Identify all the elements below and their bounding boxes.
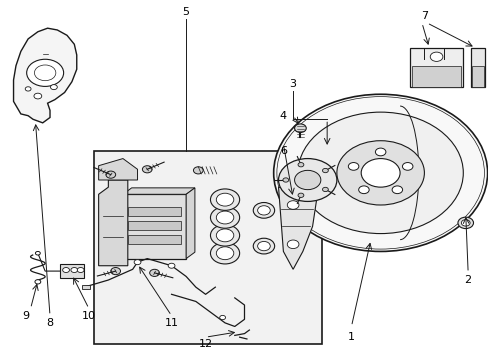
Circle shape	[287, 240, 298, 249]
Circle shape	[216, 229, 233, 242]
Circle shape	[457, 217, 472, 229]
Circle shape	[50, 85, 57, 90]
Polygon shape	[471, 66, 483, 87]
Circle shape	[273, 94, 487, 251]
Circle shape	[297, 193, 303, 197]
Polygon shape	[122, 194, 186, 258]
Circle shape	[257, 242, 270, 251]
Circle shape	[402, 162, 412, 170]
Circle shape	[71, 267, 78, 273]
Circle shape	[77, 267, 84, 273]
Text: 4: 4	[279, 111, 286, 121]
Polygon shape	[99, 158, 137, 180]
Polygon shape	[14, 28, 77, 123]
Circle shape	[35, 251, 40, 255]
Polygon shape	[122, 188, 195, 194]
Bar	[81, 285, 90, 289]
Circle shape	[322, 168, 327, 173]
Polygon shape	[186, 188, 195, 258]
Circle shape	[297, 112, 462, 234]
Polygon shape	[469, 48, 484, 87]
Circle shape	[253, 203, 274, 218]
Circle shape	[257, 206, 270, 215]
Circle shape	[134, 260, 141, 265]
Text: 1: 1	[347, 332, 354, 342]
Circle shape	[210, 207, 239, 228]
Polygon shape	[411, 66, 460, 87]
Circle shape	[358, 186, 368, 194]
Text: 3: 3	[289, 78, 296, 89]
Circle shape	[111, 267, 120, 275]
Circle shape	[210, 189, 239, 210]
Circle shape	[294, 170, 320, 190]
Circle shape	[210, 225, 239, 246]
Circle shape	[336, 141, 424, 205]
Circle shape	[34, 65, 56, 81]
Text: 10: 10	[82, 311, 96, 321]
Bar	[127, 221, 181, 230]
Circle shape	[278, 158, 336, 202]
Text: 5: 5	[183, 7, 189, 17]
Bar	[127, 207, 181, 216]
Text: 6: 6	[279, 147, 286, 157]
Circle shape	[193, 167, 203, 174]
Circle shape	[219, 315, 225, 320]
Circle shape	[294, 124, 305, 132]
Circle shape	[375, 148, 385, 156]
Circle shape	[283, 178, 288, 182]
Text: 9: 9	[22, 311, 29, 321]
Circle shape	[460, 220, 469, 226]
Circle shape	[25, 87, 31, 91]
Circle shape	[168, 263, 175, 268]
Bar	[127, 235, 181, 244]
Circle shape	[27, 59, 63, 86]
Bar	[94, 152, 322, 344]
Circle shape	[297, 163, 303, 167]
Circle shape	[287, 201, 298, 209]
Circle shape	[322, 187, 327, 192]
Circle shape	[34, 93, 41, 99]
Circle shape	[106, 171, 116, 178]
Circle shape	[361, 158, 399, 187]
Text: 2: 2	[464, 275, 471, 285]
Circle shape	[216, 193, 233, 206]
Polygon shape	[409, 48, 462, 87]
Polygon shape	[278, 187, 317, 269]
Bar	[60, 264, 84, 278]
Text: 12: 12	[198, 339, 212, 349]
Circle shape	[216, 247, 233, 260]
Circle shape	[391, 186, 402, 194]
Circle shape	[253, 238, 274, 254]
Circle shape	[429, 52, 442, 62]
Circle shape	[210, 243, 239, 264]
Text: 7: 7	[420, 11, 427, 21]
Circle shape	[35, 280, 41, 284]
Circle shape	[216, 211, 233, 224]
Text: 11: 11	[164, 318, 178, 328]
Text: 8: 8	[46, 318, 54, 328]
Circle shape	[142, 166, 152, 173]
Polygon shape	[99, 180, 127, 266]
Circle shape	[347, 162, 358, 170]
Circle shape	[62, 267, 69, 273]
Circle shape	[149, 269, 159, 276]
